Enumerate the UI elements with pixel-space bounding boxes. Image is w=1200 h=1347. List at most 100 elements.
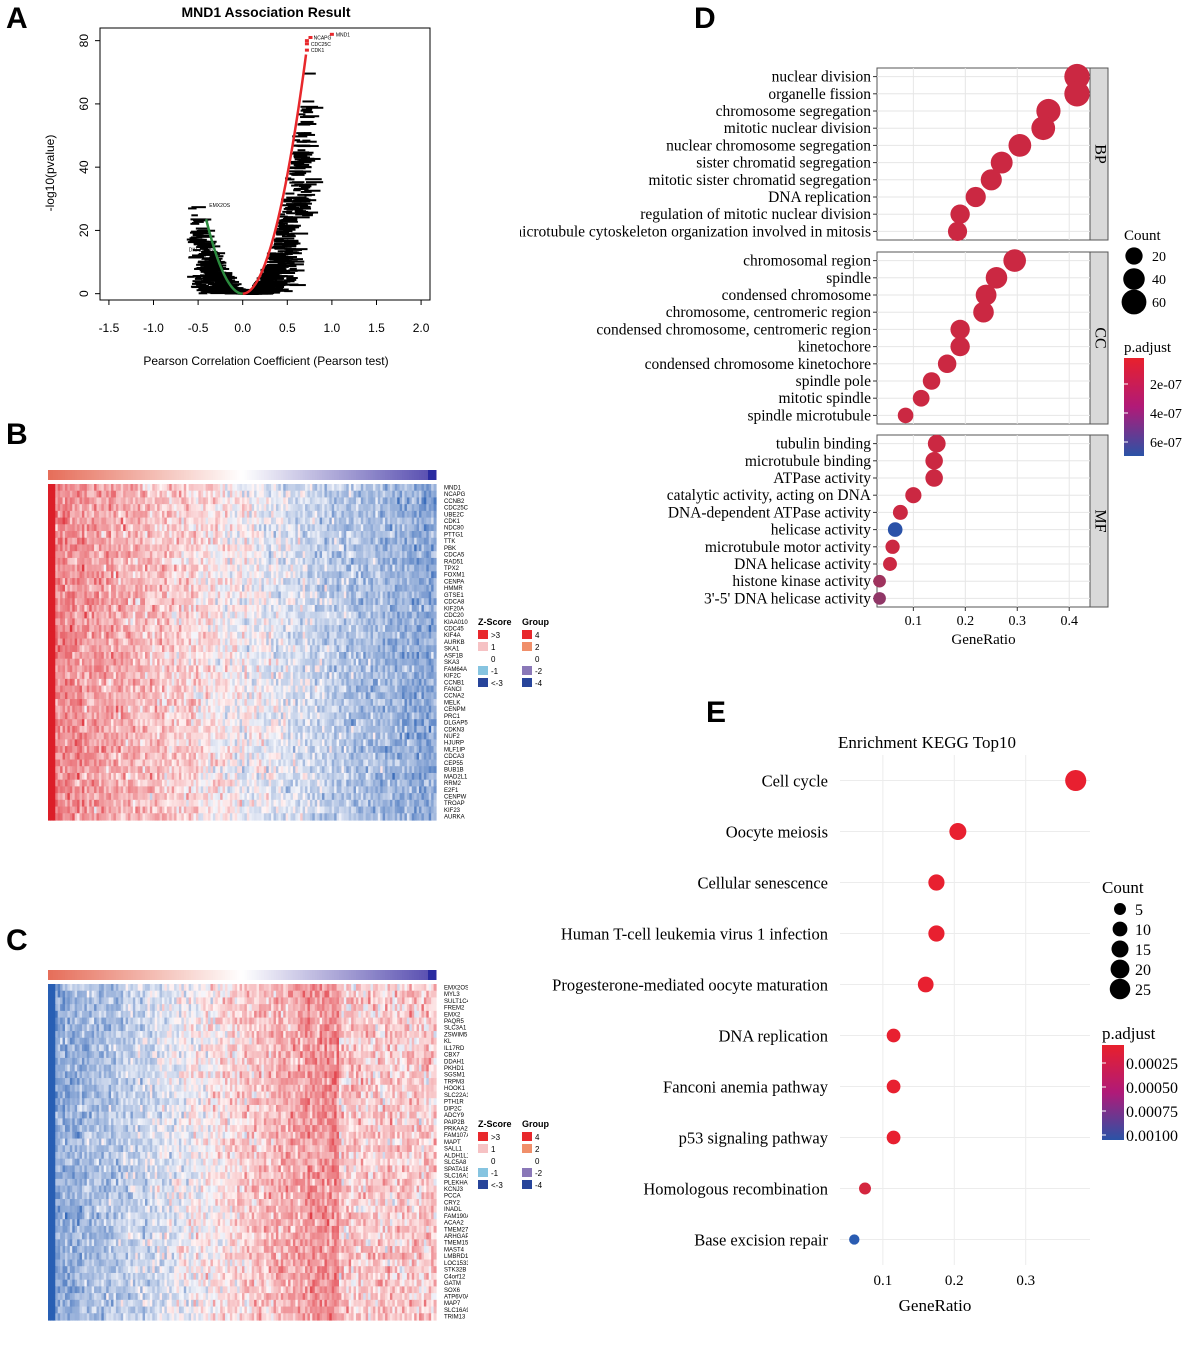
gene-label: MAST4 — [444, 1247, 465, 1253]
volcano-point — [276, 286, 284, 288]
go-term-label: nuclear chromosome segregation — [666, 137, 871, 154]
zscore-label: 0 — [491, 655, 496, 664]
volcano-point — [196, 233, 203, 235]
gene-label: FAM190A — [444, 1214, 468, 1220]
kegg-term-label: Progesterone-mediated oocyte maturation — [552, 976, 828, 995]
volcano-point — [293, 252, 302, 254]
gene-label: ALDH1L1 — [444, 1153, 468, 1159]
count-legend-dot — [1111, 940, 1128, 957]
kegg-term-dot — [887, 1131, 901, 1145]
go-term-dot — [883, 557, 897, 571]
y-tick-label: 40 — [77, 160, 91, 174]
go-term-label: 3'-5' DNA helicase activity — [704, 590, 871, 607]
volcano-title: MND1 Association Result — [181, 4, 350, 20]
gene-label: PBK — [444, 546, 456, 552]
gene-label: ARHGAP24 — [444, 1234, 468, 1240]
gene-label: SLC22A12 — [444, 1093, 468, 1099]
go-term-label: microtubule cytoskeleton organization in… — [520, 223, 871, 240]
gene-label: FREM2 — [444, 1006, 465, 1012]
gene-label: EMX2 — [444, 1012, 461, 1018]
count-legend-dot — [1110, 979, 1131, 1000]
count-legend-dot — [1123, 268, 1145, 290]
volcano-point — [295, 213, 313, 215]
gene-label: HJURP — [444, 741, 464, 747]
volcano-point — [301, 121, 314, 123]
go-term-label: microtubule binding — [745, 453, 871, 470]
go-term-label: ATPase activity — [773, 470, 871, 487]
padj-legend-label: 0.00025 — [1126, 1056, 1178, 1073]
gene-label: SLC16A12 — [444, 1174, 468, 1180]
kegg-term-dot — [949, 823, 966, 840]
gene-label: KL — [444, 1039, 452, 1045]
volcano-point — [286, 277, 298, 279]
gene-label: SLC3A1 — [444, 1026, 467, 1032]
volcano-point — [293, 216, 310, 218]
go-term-dot — [905, 487, 921, 503]
go-term-dot — [925, 452, 943, 470]
x-tick-label: 1.5 — [368, 321, 385, 335]
volcano-point — [304, 73, 316, 75]
volcano-point — [273, 266, 282, 268]
volcano-point — [304, 190, 320, 192]
volcano-point — [283, 200, 301, 202]
go-term-dot — [1064, 81, 1089, 106]
count-legend-label: 40 — [1152, 273, 1166, 288]
go-term-label: helicase activity — [771, 522, 872, 539]
gene-label: SULT1C4 — [444, 999, 468, 1005]
volcano-point — [292, 174, 304, 176]
volcano-point — [213, 286, 226, 288]
go-term-label: chromosome, centromeric region — [666, 304, 872, 321]
kegg-term-dot — [887, 1029, 901, 1043]
zscore-label: <-3 — [491, 679, 503, 688]
gene-label: ATP6V0A1 — [444, 1294, 468, 1300]
go-term-label: tubulin binding — [776, 436, 871, 453]
volcano-point — [287, 265, 296, 267]
go-term-dot — [973, 302, 994, 323]
group-bar — [48, 970, 437, 980]
gene-label: MAD2L1 — [444, 774, 468, 780]
volcano-point — [277, 275, 294, 277]
go-term-label: sister chromatid segregation — [696, 155, 871, 172]
gene-label: CCNB2 — [444, 499, 465, 505]
zscore-swatch — [478, 1156, 488, 1165]
volcano-point — [286, 212, 296, 214]
kegg-term-dot — [887, 1080, 901, 1094]
gene-label: IL17RD — [444, 1046, 465, 1052]
gene-label: SKA1 — [444, 647, 460, 653]
volcano-point — [205, 282, 214, 284]
volcano-point — [201, 258, 208, 260]
kegg-title: Enrichment KEGG Top10 — [838, 733, 1016, 752]
volcano-point — [223, 289, 229, 291]
volcano-point — [290, 268, 297, 270]
gene-label: HMMR — [444, 586, 463, 592]
gene-label: KIF20A — [444, 606, 464, 612]
gene-label: FANCI — [444, 687, 462, 693]
gene-label: ADCY9 — [444, 1113, 465, 1119]
kegg-term-label: DNA replication — [718, 1027, 828, 1046]
volcano-point — [268, 271, 283, 273]
volcano-frame — [100, 28, 430, 300]
gene-label: STK32B — [444, 1268, 466, 1274]
volcano-point — [195, 278, 202, 280]
x-tick-label: 0.4 — [1060, 614, 1078, 629]
volcano-point-label: CDK1 — [311, 48, 325, 54]
padj-legend-label: 6e-07 — [1150, 436, 1182, 451]
gene-label: HOOK1 — [444, 1086, 466, 1092]
gene-label: SKA3 — [444, 660, 460, 666]
go-term-label: nuclear division — [772, 69, 872, 86]
gene-label: TPX2 — [444, 566, 460, 572]
go-term-label: chromosome segregation — [716, 103, 872, 120]
gene-label: CDC25C — [444, 506, 468, 512]
heatmap-cells — [48, 484, 437, 821]
panel-label-d: D — [694, 2, 716, 36]
count-legend-dot — [1113, 922, 1128, 937]
kegg-term-label: Base excision repair — [694, 1231, 828, 1250]
padj-legend-title: p.adjust — [1124, 340, 1172, 356]
gene-label: BUB1B — [444, 768, 464, 774]
group-swatch — [522, 666, 532, 675]
gene-label: CCNA2 — [444, 694, 465, 700]
